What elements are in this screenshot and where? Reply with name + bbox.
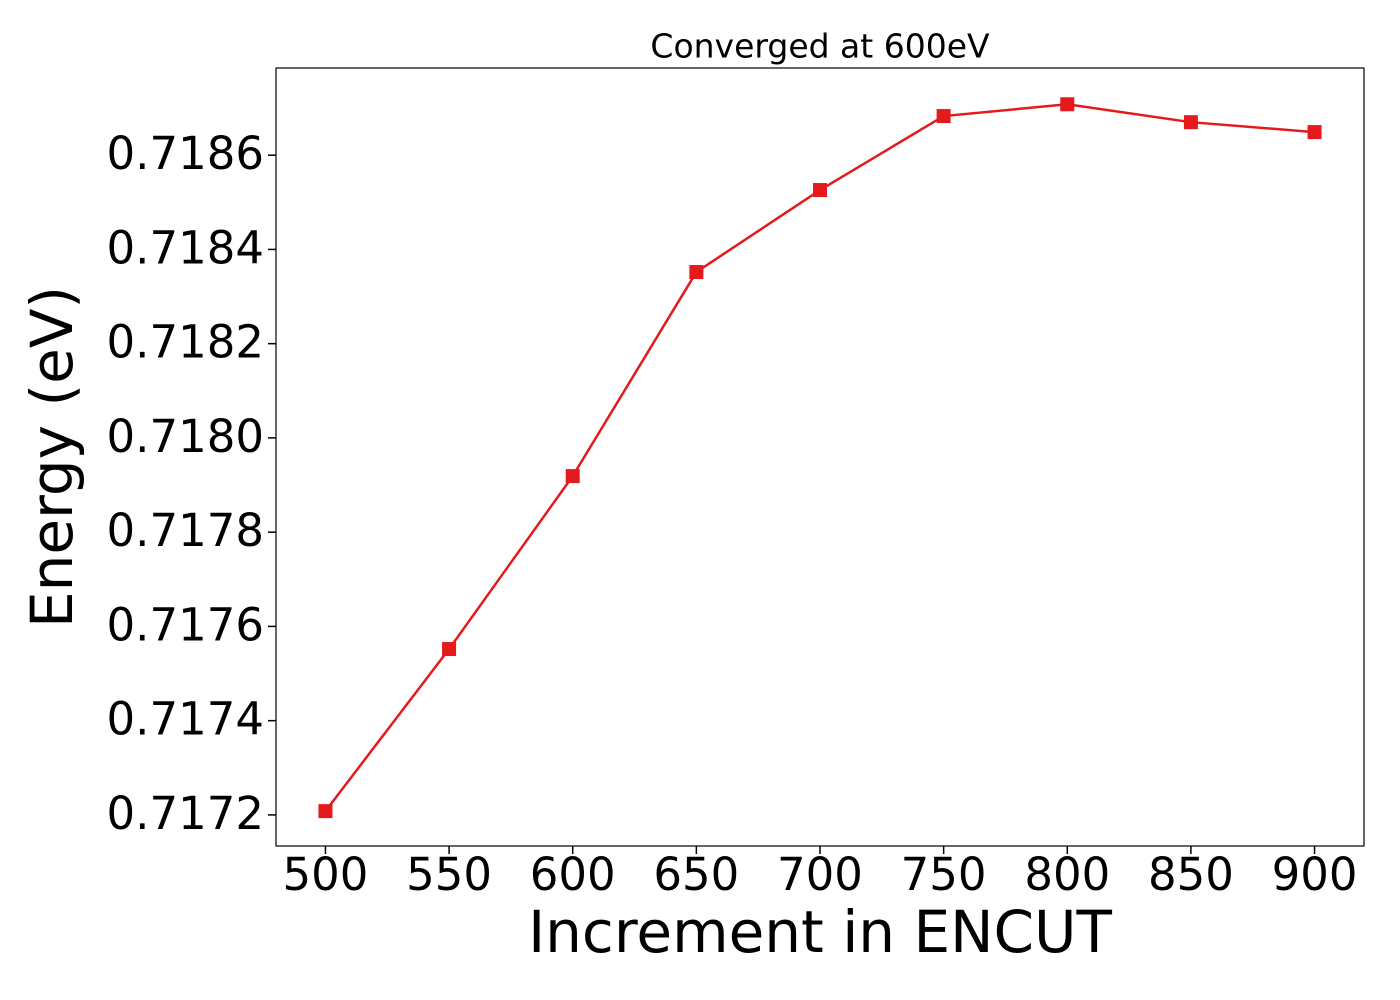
x-tick-label: 650: [653, 848, 739, 901]
marker: [936, 109, 951, 124]
x-tick-label: 900: [1272, 848, 1358, 901]
x-tick-label: 850: [1148, 848, 1234, 901]
x-tick-label: 550: [406, 848, 492, 901]
plot-frame: [275, 67, 1365, 847]
y-tick-label: 0.7186: [107, 127, 264, 180]
marker: [1307, 125, 1322, 140]
x-tick-label: 500: [283, 848, 369, 901]
marker: [689, 265, 704, 280]
y-tick-label: 0.7182: [107, 316, 264, 369]
y-tick-label: 0.7172: [107, 787, 264, 840]
chart-title: Converged at 600eV: [650, 27, 990, 66]
x-tick-label: 800: [1024, 848, 1110, 901]
marker: [565, 469, 580, 484]
marker: [1060, 97, 1075, 112]
y-tick-label: 0.7176: [107, 598, 264, 651]
x-tick-label: 700: [777, 848, 863, 901]
y-tick-label: 0.7180: [107, 410, 264, 463]
x-axis-label: Increment in ENCUT: [528, 898, 1112, 966]
marker: [813, 183, 827, 198]
x-tick-label: 600: [530, 848, 616, 901]
marker: [442, 642, 457, 657]
y-tick-label: 0.7178: [107, 504, 264, 557]
marker: [1183, 115, 1198, 130]
x-tick-label: 750: [901, 848, 987, 901]
y-tick-label: 0.7184: [107, 221, 264, 274]
marker: [318, 804, 333, 819]
y-tick-label: 0.7174: [107, 693, 264, 746]
y-axis-label: Energy (eV): [18, 286, 86, 628]
